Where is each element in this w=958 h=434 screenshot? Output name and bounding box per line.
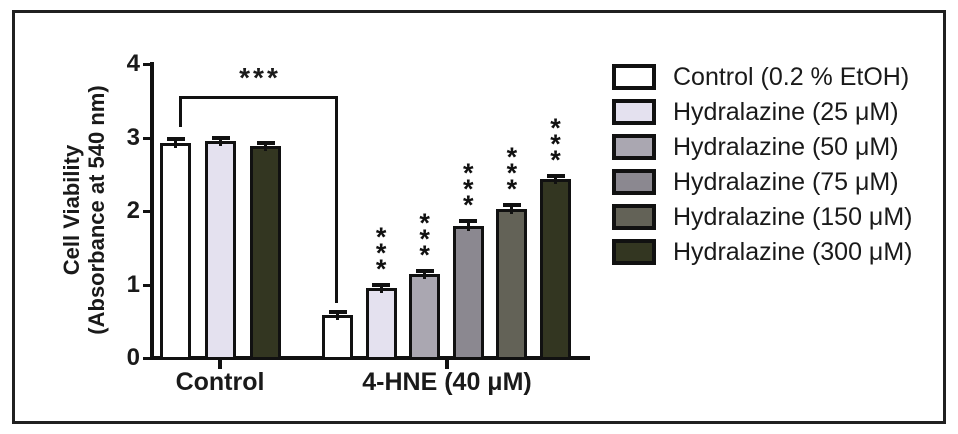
legend-item: Hydralazine (150 μM) [612,204,913,230]
bar [496,208,528,360]
significance-star: * [506,158,518,189]
error-bar-stem [379,284,383,294]
error-bar-cap [166,136,185,141]
error-bar-stem [423,270,427,280]
significance-star: * [375,253,387,284]
significance-star: * [463,158,474,189]
legend-item: Hydralazine (300 μM) [612,239,913,265]
legend-swatch [612,99,656,125]
legend-swatch [612,64,656,90]
legend-item: Hydralazine (75 μM) [612,169,913,195]
legend: Control (0.2 % EtOH) Hydralazine (25 μM) H… [612,64,913,265]
significance-star: * [506,142,518,173]
significance-star: * [375,237,387,268]
y-tick-label: 1 [126,270,140,298]
significance-star: * [463,174,474,205]
significance-star: * [550,128,561,159]
error-bar-stem [510,205,514,214]
bar [365,288,397,360]
y-tick-label: 2 [126,197,140,224]
bar [250,146,281,360]
significance-star: * [506,174,518,205]
significance-stars: * * * [463,158,474,221]
x-group-tick [218,360,222,369]
error-bar-stem [336,312,339,321]
legend-label: Control (0.2 % EtOH) [673,63,910,91]
x-group-tick [445,360,449,369]
error-bar-stem [554,175,557,184]
bar [205,141,236,360]
bracket-significance-label: *** [239,62,281,93]
legend-item: Hydralazine (50 μM) [612,134,913,160]
x-group-label: 4-HNE (40 μM) [362,368,532,396]
significance-stars: * * * [419,207,430,270]
significance-star: * [550,144,561,175]
y-tick-mark [143,357,152,360]
error-bar-cap [546,173,565,178]
legend-swatch [612,204,656,230]
legend-label: Hydralazine (50 μM) [673,133,899,161]
significance-stars: * * * [550,112,561,175]
legend-item: Control (0.2 % EtOH) [612,64,913,90]
y-tick-label: 0 [126,344,140,371]
significance-stars: * * * [375,221,387,284]
legend-label: Hydralazine (25 μM) [673,98,899,126]
significance-star: * [419,207,430,238]
error-bar-stem [219,137,222,147]
y-axis-line [150,62,154,360]
significance-star: * [463,190,474,221]
bar [540,178,571,360]
error-bar-stem [466,221,470,231]
error-bar-cap [256,140,275,145]
legend-swatch [612,239,656,265]
y-tick-mark [143,210,152,213]
significance-star: * [419,239,430,270]
bar [452,225,484,360]
legend-label: Hydralazine (150 μM) [673,203,913,231]
significance-star: * [375,221,387,252]
bracket-horizontal-line [179,96,338,99]
error-bar-stem [264,142,267,152]
error-bar-cap [415,268,434,273]
error-bar-cap [211,135,230,140]
legend-label: Hydralazine (300 μM) [673,238,913,266]
error-bar-cap [502,203,521,208]
bar [409,274,441,360]
y-tick-mark [143,283,152,287]
legend-item: Hydralazine (25 μM) [612,99,913,125]
x-group-label: Control [175,368,265,396]
error-bar-cap [372,282,391,287]
y-tick-mark [143,63,152,66]
y-tick-label: 4 [126,50,140,77]
significance-stars: * * * [506,142,518,205]
bracket-left-arm [179,96,182,127]
bar [160,143,191,360]
legend-swatch [612,134,656,160]
significance-star: * [550,112,561,143]
error-bar-stem [174,138,177,149]
y-tick-mark [143,136,152,140]
significance-star: * [419,223,430,254]
error-bar-cap [459,219,478,224]
bracket-right-arm [335,96,338,303]
bar [322,315,353,360]
y-tick-label: 3 [126,123,140,151]
legend-label: Hydralazine (75 μM) [673,168,899,196]
legend-swatch [612,169,656,195]
error-bar-cap [328,310,347,315]
